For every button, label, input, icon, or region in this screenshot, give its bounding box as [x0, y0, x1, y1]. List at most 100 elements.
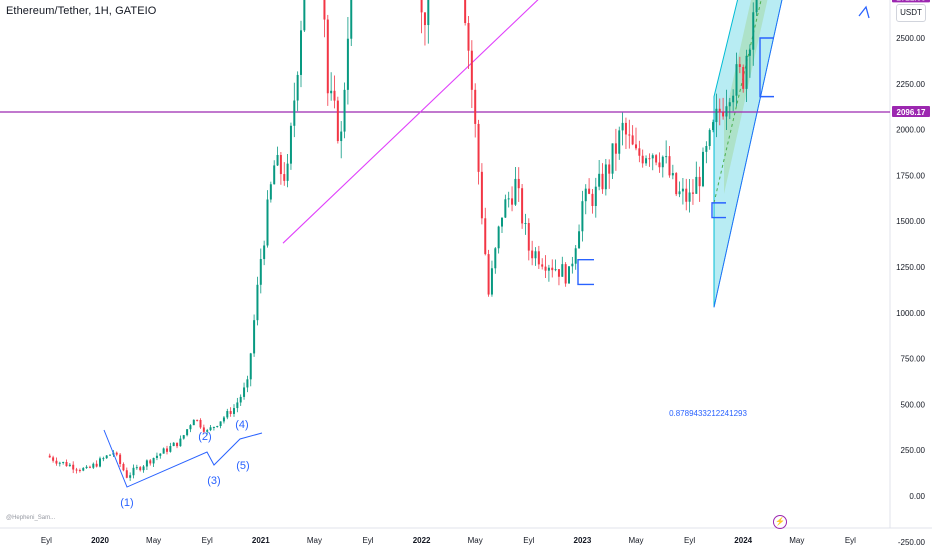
candle-body	[638, 148, 641, 156]
wave-label: (1)	[120, 497, 133, 509]
candle-body	[624, 122, 627, 135]
candle-body	[568, 266, 570, 284]
candles-group	[48, 0, 758, 481]
x-tick-label: May	[468, 536, 483, 545]
wave-label: (5)	[236, 460, 249, 472]
candle-body	[340, 131, 343, 142]
candle-body	[678, 191, 681, 195]
wave-path	[103, 429, 263, 488]
y-tick-label: 1000.00	[896, 309, 925, 318]
candle-body	[109, 454, 112, 456]
candle-body	[273, 165, 276, 185]
bracket-marker	[759, 37, 774, 98]
candle-body	[544, 266, 547, 271]
x-tick-label: 2022	[413, 536, 431, 545]
candle-body	[464, 0, 467, 24]
candle-body	[162, 448, 165, 454]
candle-body	[524, 223, 527, 225]
candle-body	[82, 468, 85, 471]
candle-body	[219, 421, 222, 427]
channel-midline	[713, 0, 762, 203]
candle-body	[75, 469, 78, 471]
candle-body	[68, 464, 71, 467]
candle-body	[574, 248, 577, 264]
x-tick-label: Eyl	[41, 536, 52, 545]
candle-body	[92, 463, 95, 468]
candle-body	[142, 466, 145, 471]
candle-body	[578, 231, 581, 249]
candle-body	[712, 122, 715, 131]
x-tick-label: 2024	[734, 536, 752, 545]
candle-body	[166, 448, 168, 452]
candle-body	[467, 23, 470, 51]
candle-body	[296, 74, 299, 101]
candle-body	[249, 353, 252, 380]
x-tick-label: Eyl	[845, 536, 856, 545]
candle-body	[233, 408, 235, 414]
candle-body	[702, 151, 704, 187]
candle-body	[330, 90, 333, 94]
x-tick-label: Eyl	[202, 536, 213, 545]
candle-body	[554, 269, 557, 271]
candle-body	[172, 442, 175, 447]
candle-body	[229, 411, 232, 414]
candle-body	[336, 100, 339, 142]
candle-body	[145, 460, 148, 467]
candle-body	[608, 164, 611, 174]
candle-body	[514, 178, 517, 205]
x-tick-label: Eyl	[523, 536, 534, 545]
candle-body	[531, 250, 534, 259]
candle-body	[119, 454, 122, 464]
candle-body	[601, 173, 604, 190]
candle-body	[279, 154, 282, 175]
candle-body	[517, 178, 520, 189]
y-tick-label: -250.00	[898, 538, 926, 547]
candle-body	[527, 223, 530, 251]
candle-body	[122, 463, 125, 471]
candle-body	[186, 429, 189, 436]
candle-body	[504, 199, 507, 218]
candle-body	[718, 108, 721, 113]
candle-body	[159, 453, 162, 456]
candle-body	[511, 198, 514, 205]
candle-body	[534, 251, 537, 259]
candle-body	[541, 264, 544, 267]
candle-body	[521, 188, 524, 224]
candle-body	[149, 460, 152, 464]
candle-body	[487, 254, 490, 295]
candle-body	[78, 470, 81, 472]
candle-body	[176, 442, 179, 447]
candle-body	[323, 0, 326, 20]
candle-body	[105, 455, 108, 459]
candle-body	[648, 158, 651, 160]
candle-body	[671, 173, 674, 176]
wave-label: (2)	[198, 431, 211, 443]
lightning-icon[interactable]: ⚡	[773, 515, 787, 529]
fib-label: 0.8789433212241293	[669, 409, 747, 418]
candle-body	[732, 95, 735, 103]
bracket-marker	[711, 202, 726, 219]
candle-body	[129, 475, 132, 478]
candle-body	[722, 112, 725, 117]
candle-body	[635, 144, 637, 149]
price-tag-label: 2096.17	[897, 108, 926, 117]
candle-body	[614, 143, 617, 154]
y-tick-label: 1750.00	[896, 171, 925, 180]
candle-body	[501, 217, 503, 227]
candle-body	[206, 430, 209, 432]
candle-body	[675, 173, 678, 195]
cyan-channel	[713, 0, 783, 308]
y-tick-label: 750.00	[901, 355, 926, 364]
candle-body	[253, 320, 256, 354]
candle-body	[698, 176, 701, 187]
candle-body	[259, 259, 262, 285]
candle-body	[557, 269, 560, 277]
candle-body	[745, 55, 748, 89]
candle-body	[494, 248, 497, 269]
candle-body	[266, 199, 269, 246]
candle-body	[484, 218, 487, 255]
currency-button[interactable]: USDT	[896, 4, 926, 22]
candle-body	[346, 38, 349, 90]
